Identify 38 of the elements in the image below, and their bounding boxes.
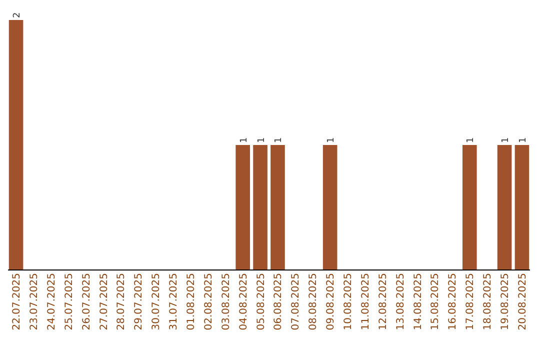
x-tick-label: 08.08.2025 bbox=[308, 273, 320, 330]
x-tick-label: 07.08.2025 bbox=[290, 273, 302, 330]
x-tick-label: 02.08.2025 bbox=[203, 273, 214, 330]
x-tick-label: 16.08.2025 bbox=[448, 273, 459, 330]
x-tick-label: 30.07.2025 bbox=[151, 273, 162, 330]
x-tick-label: 19.08.2025 bbox=[500, 273, 512, 330]
data-label: 1 bbox=[274, 137, 284, 143]
x-tick-label: 15.08.2025 bbox=[430, 273, 442, 330]
x-tick-label: 17.08.2025 bbox=[465, 273, 476, 330]
data-label: 1 bbox=[501, 137, 512, 143]
x-tick-label: 22.07.2025 bbox=[12, 273, 23, 330]
x-tick-label: 25.07.2025 bbox=[64, 273, 75, 330]
x-tick-label: 26.07.2025 bbox=[81, 273, 92, 330]
x-tick-label: 10.08.2025 bbox=[343, 273, 354, 330]
x-tick-label: 06.08.2025 bbox=[273, 273, 284, 330]
x-tick-label: 04.08.2025 bbox=[238, 273, 250, 330]
x-tick-label: 09.08.2025 bbox=[326, 273, 337, 330]
x-tick-label: 14.08.2025 bbox=[412, 273, 424, 330]
data-label: 1 bbox=[466, 137, 476, 143]
x-tick-label: 20.08.2025 bbox=[517, 273, 528, 330]
data-label: 1 bbox=[518, 137, 528, 143]
x-tick-label: 13.08.2025 bbox=[395, 273, 406, 330]
x-tick-label: 18.08.2025 bbox=[482, 273, 494, 330]
x-tick-label: 11.08.2025 bbox=[360, 273, 372, 330]
x-tick-label: 05.08.2025 bbox=[256, 273, 267, 330]
x-tick-label: 31.07.2025 bbox=[168, 273, 180, 330]
x-tick-label: 12.08.2025 bbox=[378, 273, 389, 330]
x-tick-label: 03.08.2025 bbox=[220, 273, 232, 330]
data-label: 2 bbox=[12, 12, 23, 18]
data-label: 1 bbox=[326, 137, 337, 143]
x-tick-label: 23.07.2025 bbox=[28, 273, 40, 330]
x-tick-label: 27.07.2025 bbox=[98, 273, 110, 330]
x-tick-label: 29.07.2025 bbox=[134, 273, 145, 330]
data-label: 1 bbox=[239, 137, 250, 143]
data-label: 1 bbox=[256, 137, 267, 143]
x-tick-label: 24.07.2025 bbox=[46, 273, 58, 330]
x-tick-label: 01.08.2025 bbox=[186, 273, 197, 330]
x-tick-label: 28.07.2025 bbox=[116, 273, 128, 330]
